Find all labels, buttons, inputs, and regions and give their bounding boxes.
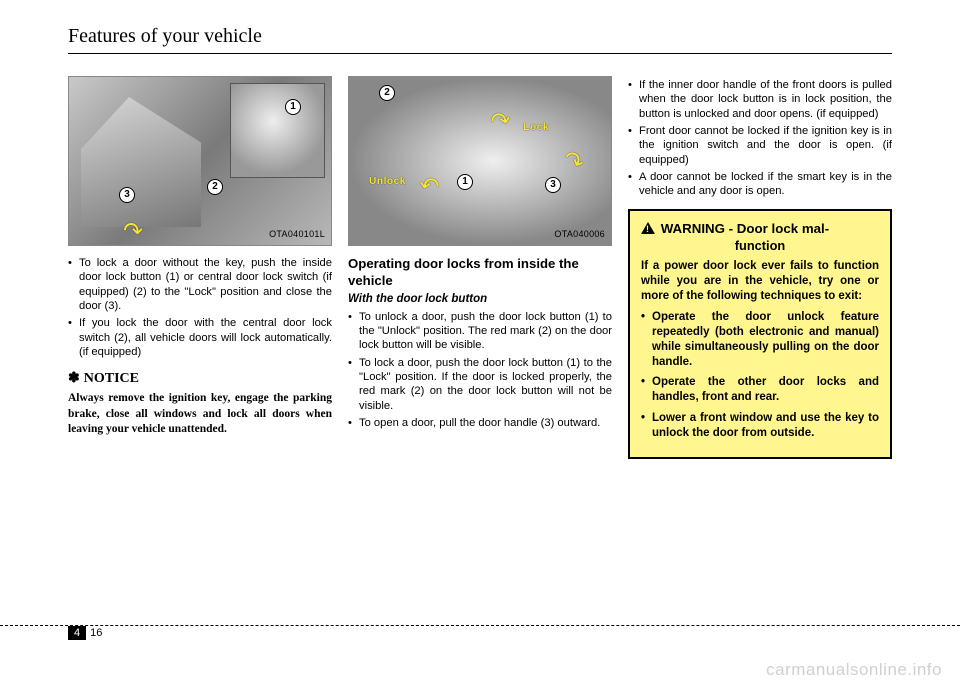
warning-heading: WARNING - Door lock mal- function	[641, 220, 879, 254]
figure-2-lock-label: Lock	[523, 121, 549, 134]
col1-bullet-list: To lock a door without the key, push the…	[68, 256, 332, 359]
figure-2: Lock Unlock ↷ ↷ ↷ 2 1 3 OTA040006	[348, 76, 612, 246]
figure-1-callout-3: 3	[119, 187, 135, 203]
figure-1-inset	[230, 83, 325, 178]
watermark: carmanualsonline.info	[766, 660, 942, 680]
section-title: Operating door locks from inside the veh…	[348, 256, 612, 289]
column-1: 1 2 3 ↷ OTA040101L To lock a door withou…	[68, 76, 332, 459]
list-item: Operate the door unlock feature repeated…	[641, 310, 879, 371]
warning-head-sub-line1: Door lock mal-	[737, 221, 829, 236]
notice-heading: ✽ NOTICE	[68, 369, 332, 388]
figure-1-arrow-icon: ↷	[123, 217, 143, 248]
list-item: To open a door, pull the door handle (3)…	[348, 416, 612, 430]
warning-head-sep: -	[729, 221, 737, 236]
figure-1-car-door	[81, 97, 201, 227]
warning-bullet-list: Operate the door unlock feature repeated…	[641, 310, 879, 441]
warning-box: WARNING - Door lock mal- function If a p…	[628, 209, 892, 459]
warning-triangle-icon	[641, 222, 655, 234]
notice-body: Always remove the ignition key, engage t…	[68, 391, 332, 438]
notice-head-text: NOTICE	[84, 371, 139, 386]
figure-1: 1 2 3 ↷ OTA040101L	[68, 76, 332, 246]
col3-bullet-list: If the inner door handle of the front do…	[628, 78, 892, 199]
warning-head-main: WARNING	[661, 221, 725, 236]
content-columns: 1 2 3 ↷ OTA040101L To lock a door withou…	[68, 76, 892, 459]
list-item: Operate the other door locks and handles…	[641, 375, 879, 405]
list-item: Front door cannot be locked if the ignit…	[628, 124, 892, 167]
warning-body: If a power door lock ever fails to funct…	[641, 259, 879, 441]
figure-2-unlock-label: Unlock	[369, 175, 406, 188]
section-subtitle: With the door lock button	[348, 292, 612, 307]
list-item: If you lock the door with the central do…	[68, 316, 332, 359]
list-item: Lower a front window and use the key to …	[641, 411, 879, 441]
figure-1-label: OTA040101L	[269, 229, 325, 241]
list-item: To lock a door, push the door lock butto…	[348, 356, 612, 413]
figure-2-label: OTA040006	[554, 229, 605, 241]
page-header: Features of your vehicle	[68, 25, 892, 54]
column-3: If the inner door handle of the front do…	[628, 76, 892, 459]
list-item: A door cannot be locked if the smart key…	[628, 170, 892, 199]
warning-head-sub-line2: function	[641, 238, 879, 254]
column-2: Lock Unlock ↷ ↷ ↷ 2 1 3 OTA040006 Operat…	[348, 76, 612, 459]
col2-bullet-list: To unlock a door, push the door lock but…	[348, 310, 612, 431]
figure-2-callout-2: 2	[379, 85, 395, 101]
list-item: If the inner door handle of the front do…	[628, 78, 892, 121]
figure-1-callout-2: 2	[207, 179, 223, 195]
figure-2-callout-1: 1	[457, 174, 473, 190]
footer-rule	[0, 625, 960, 643]
warning-intro: If a power door lock ever fails to funct…	[641, 259, 879, 305]
figure-1-callout-1: 1	[285, 99, 301, 115]
list-item: To lock a door without the key, push the…	[68, 256, 332, 313]
notice-star-icon: ✽	[68, 369, 80, 385]
list-item: To unlock a door, push the door lock but…	[348, 310, 612, 353]
figure-2-callout-3: 3	[545, 177, 561, 193]
